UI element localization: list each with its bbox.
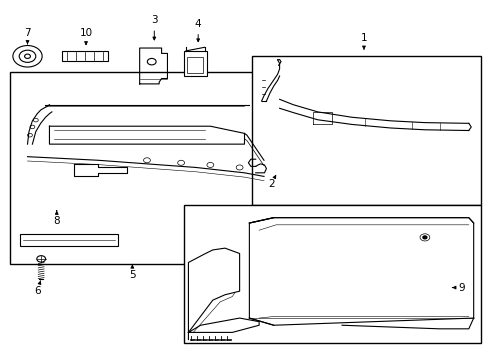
Text: 9: 9 <box>451 283 464 293</box>
Bar <box>10 72 271 264</box>
Text: 6: 6 <box>34 281 41 296</box>
Circle shape <box>422 236 426 239</box>
Text: 10: 10 <box>80 28 92 44</box>
Polygon shape <box>188 318 259 339</box>
Bar <box>61 51 108 61</box>
Text: 7: 7 <box>24 28 31 44</box>
Bar <box>20 234 118 246</box>
Text: 4: 4 <box>194 19 201 42</box>
Text: 3: 3 <box>151 15 157 40</box>
Bar <box>183 205 480 343</box>
Bar <box>187 57 203 73</box>
Text: 2: 2 <box>267 175 275 189</box>
Bar <box>251 56 480 205</box>
Text: 8: 8 <box>53 211 60 226</box>
Polygon shape <box>249 218 473 325</box>
Text: 1: 1 <box>360 33 366 49</box>
Polygon shape <box>188 248 239 332</box>
Bar <box>183 51 206 76</box>
Text: 5: 5 <box>129 265 135 280</box>
